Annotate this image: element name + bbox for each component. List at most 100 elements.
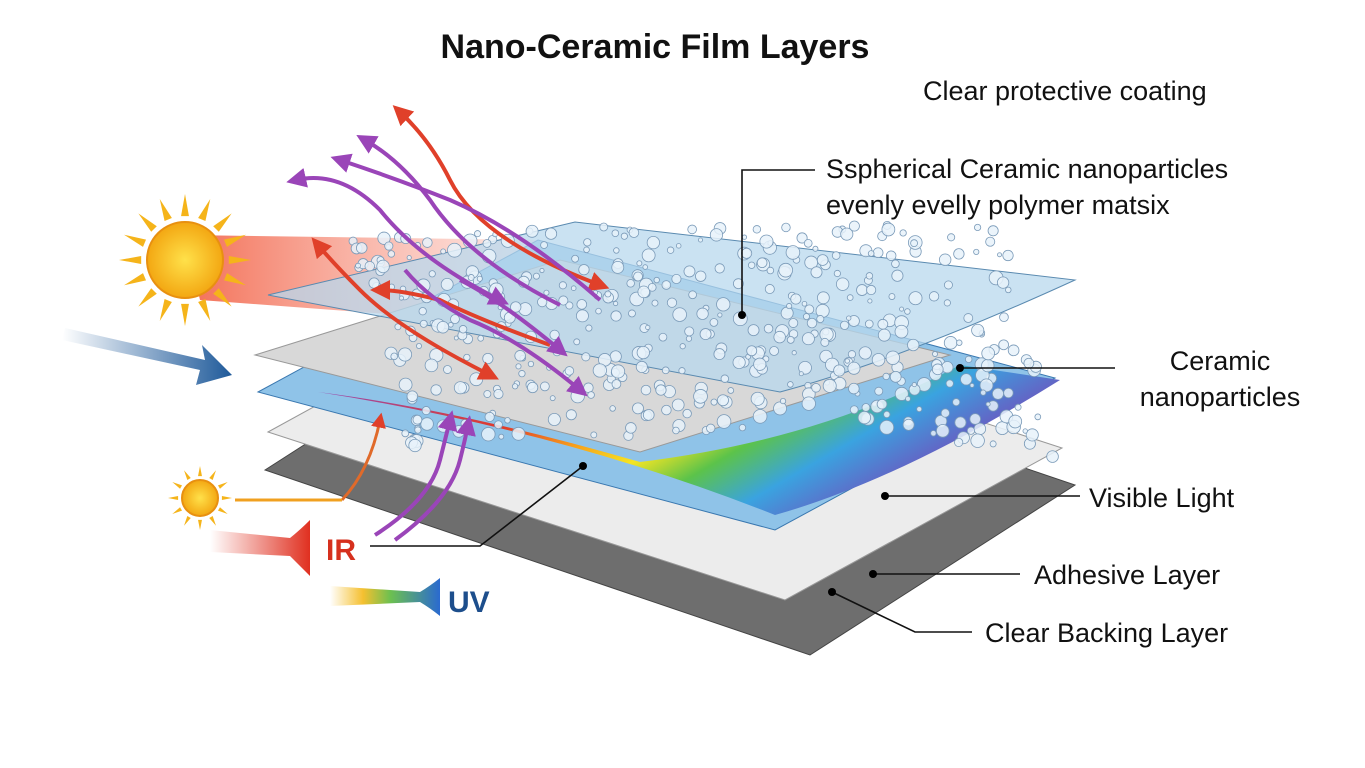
nanoparticle: [655, 384, 667, 396]
nanoparticle: [685, 335, 693, 342]
nanoparticle: [578, 264, 590, 276]
nanoparticle: [941, 361, 954, 374]
nanoparticle: [474, 230, 482, 238]
sun-ray: [217, 482, 228, 489]
nanoparticle: [565, 409, 577, 421]
nanoparticle: [858, 346, 872, 360]
sun-ray: [184, 470, 191, 481]
nanoparticle: [717, 394, 729, 407]
nanoparticle: [595, 307, 602, 315]
nanoparticle: [419, 319, 428, 328]
nanoparticle: [788, 318, 799, 328]
nanoparticle: [412, 414, 423, 425]
nanoparticle: [936, 424, 950, 438]
nanoparticle: [544, 227, 558, 240]
nanoparticle: [493, 388, 504, 400]
nanoparticle: [620, 232, 628, 240]
nanoparticle: [1023, 357, 1035, 369]
sun-ray: [223, 273, 246, 286]
nanoparticle: [953, 248, 965, 260]
nanoparticle: [849, 405, 859, 415]
nanoparticle: [440, 277, 454, 291]
nanoparticle: [448, 322, 454, 328]
nanoparticle: [387, 250, 396, 258]
nanoparticle: [408, 438, 422, 453]
nanoparticle: [1014, 403, 1022, 411]
nanoparticle: [801, 396, 816, 411]
nanoparticle: [592, 363, 607, 378]
nanoparticle: [866, 284, 877, 296]
nanoparticle: [440, 248, 447, 255]
nanoparticle: [763, 323, 774, 334]
nanoparticle: [907, 338, 920, 352]
nanoparticle: [971, 323, 985, 337]
nanoparticle: [989, 440, 997, 448]
nanoparticle: [527, 381, 539, 394]
nanoparticle: [822, 378, 837, 393]
label: Clear protective coating: [923, 76, 1207, 106]
nanoparticle: [764, 284, 775, 295]
nanoparticle: [943, 280, 953, 290]
nanoparticle: [637, 285, 650, 299]
title: Nano-Ceramic Film Layers: [441, 28, 870, 66]
nanoparticle: [981, 358, 995, 373]
nanoparticle: [787, 381, 794, 388]
nanoparticle: [945, 379, 954, 388]
nanoparticle: [611, 260, 625, 274]
nanoparticle: [891, 269, 904, 282]
nanoparticle: [999, 312, 1009, 322]
nanoparticle: [467, 274, 475, 281]
nanoparticle: [974, 223, 982, 232]
nanoparticle: [954, 437, 964, 448]
nanoparticle: [846, 315, 852, 321]
sun-ray: [184, 515, 191, 526]
nanoparticle: [848, 382, 860, 395]
uv-beam: [330, 578, 440, 616]
nanoparticle: [752, 409, 768, 424]
nanoparticle: [810, 266, 823, 279]
nanoparticle: [816, 254, 829, 266]
nanoparticle: [894, 386, 909, 401]
nanoparticle: [581, 352, 591, 362]
nanoparticle: [609, 350, 622, 363]
nanoparticle: [746, 345, 758, 357]
nanoparticle: [436, 321, 450, 334]
nanoparticle: [699, 328, 712, 341]
nanoparticle: [716, 297, 731, 312]
nanoparticle: [970, 433, 985, 448]
rainbow-film: [318, 365, 1060, 515]
nanoparticle: [625, 422, 637, 434]
nanoparticle: [640, 384, 652, 396]
nanoparticle: [796, 232, 808, 244]
nanoparticle: [547, 412, 561, 427]
ray-arrows: [235, 105, 610, 542]
nanoparticle: [483, 390, 492, 398]
sun-ray: [168, 496, 179, 500]
nanoparticle: [791, 350, 797, 356]
nanoparticle: [943, 336, 958, 350]
nanoparticle: [769, 346, 780, 356]
label: Ceramic: [1170, 346, 1271, 376]
nanoparticle: [576, 299, 588, 310]
nanoparticle: [458, 325, 468, 334]
nanoparticle: [981, 346, 996, 361]
nanoparticle: [683, 265, 696, 278]
nanoparticle: [980, 389, 987, 396]
sun-ray: [213, 288, 232, 307]
nanoparticle: [482, 239, 492, 248]
nanoparticle: [916, 406, 923, 413]
nanoparticle: [930, 430, 937, 437]
nanoparticle: [1007, 344, 1020, 357]
nanoparticle: [611, 229, 620, 238]
nanoparticle: [871, 353, 886, 367]
nanoparticle: [684, 326, 695, 337]
nanoparticle: [766, 266, 775, 275]
nanoparticle: [773, 330, 786, 344]
nanoparticle: [778, 262, 794, 278]
nanoparticle: [861, 403, 871, 412]
nanoparticle: [452, 425, 466, 438]
nanoparticle: [911, 382, 917, 388]
label: evenly evelly polymer matsix: [826, 190, 1170, 220]
nanoparticle: [857, 410, 872, 425]
nanoparticle: [384, 241, 394, 251]
